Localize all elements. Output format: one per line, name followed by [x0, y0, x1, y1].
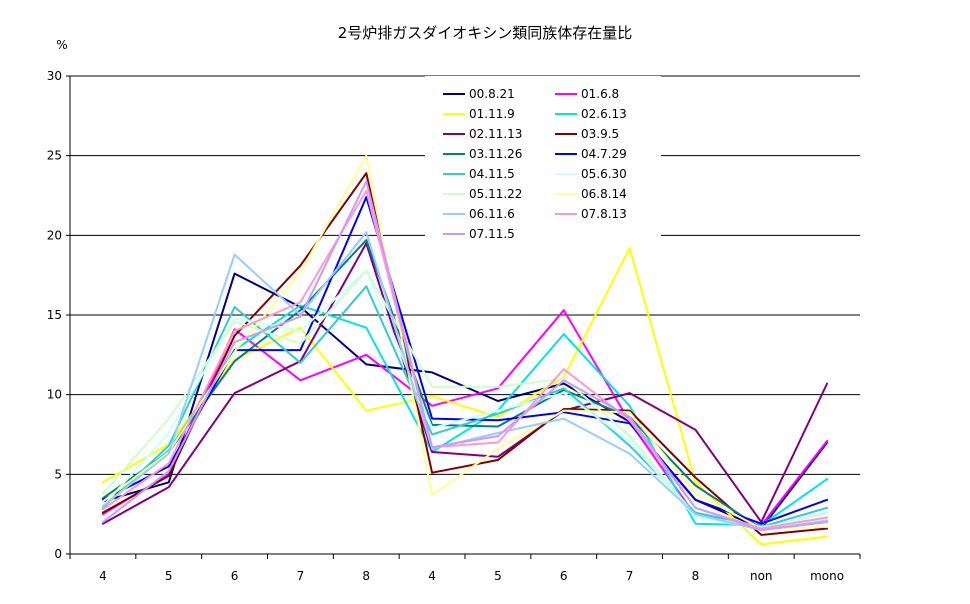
legend-label: 05.6.30 [581, 167, 627, 181]
legend-label: 06.8.14 [581, 187, 627, 201]
series-line-04.11.5 [101, 285, 829, 528]
y-tick-label: 20 [47, 228, 62, 242]
series-line-02.11.13 [101, 242, 829, 525]
series-line-01.6.8 [101, 309, 829, 527]
x-tick-label: 5 [494, 569, 502, 583]
x-tick-label: mono [810, 569, 844, 583]
x-tick-label: 6 [560, 569, 568, 583]
y-tick-label: 15 [47, 308, 62, 322]
series-line-03.9.5 [101, 172, 829, 536]
legend-label: 07.11.5 [469, 227, 515, 241]
x-tick-label: non [750, 569, 773, 583]
x-tick-label: 7 [297, 569, 305, 583]
x-tick-label: 8 [362, 569, 370, 583]
series-line-00.8.21 [101, 272, 829, 530]
series-line-02.6.13 [101, 304, 829, 527]
legend-label: 07.8.13 [581, 207, 627, 221]
series-line-07.11.5 [101, 180, 829, 532]
legend-box [425, 76, 661, 238]
y-tick-label: 0 [54, 547, 62, 561]
series-line-06.8.14 [101, 154, 829, 530]
legend-label: 04.7.29 [581, 147, 627, 161]
x-tick-label: 6 [231, 569, 239, 583]
chart-title: 2号炉排ガスダイオキシン類同族体存在量比 [338, 24, 633, 42]
legend: 00.8.21 01.6.8 01.11.9 02.6.13 02.11.13 03.9.… [425, 76, 661, 241]
legend-label: 05.11.22 [469, 187, 522, 201]
y-axis-unit-label: % [56, 38, 67, 52]
series-line-05.11.22 [101, 269, 829, 528]
y-tick-label: 25 [47, 149, 62, 163]
x-tick-label: 7 [626, 569, 634, 583]
x-tick-label: 4 [99, 569, 107, 583]
series-line-05.6.30 [101, 269, 829, 530]
legend-label: 03.9.5 [581, 127, 619, 141]
legend-label: 00.8.21 [469, 87, 515, 101]
legend-label: 01.11.9 [469, 107, 515, 121]
legend-label: 02.6.13 [581, 107, 627, 121]
legend-label: 01.6.8 [581, 87, 619, 101]
y-tick-label: 30 [47, 69, 62, 83]
x-tick-label: 8 [692, 569, 700, 583]
legend-label: 03.11.26 [469, 147, 522, 161]
y-tick-label: 5 [54, 467, 62, 481]
legend-label: 06.11.6 [469, 207, 515, 221]
x-tick-label: 4 [428, 569, 436, 583]
axis-layer: 0 5 10 15 20 25 30 4 5 6 7 8 4 5 6 7 8 non mono [47, 69, 861, 583]
y-tick-label: 10 [47, 388, 62, 402]
x-tick-label: 5 [165, 569, 173, 583]
legend-label: 02.11.13 [469, 127, 522, 141]
legend-label: 04.11.5 [469, 167, 515, 181]
series-layer [101, 154, 829, 546]
series-line-03.11.26 [101, 239, 829, 530]
